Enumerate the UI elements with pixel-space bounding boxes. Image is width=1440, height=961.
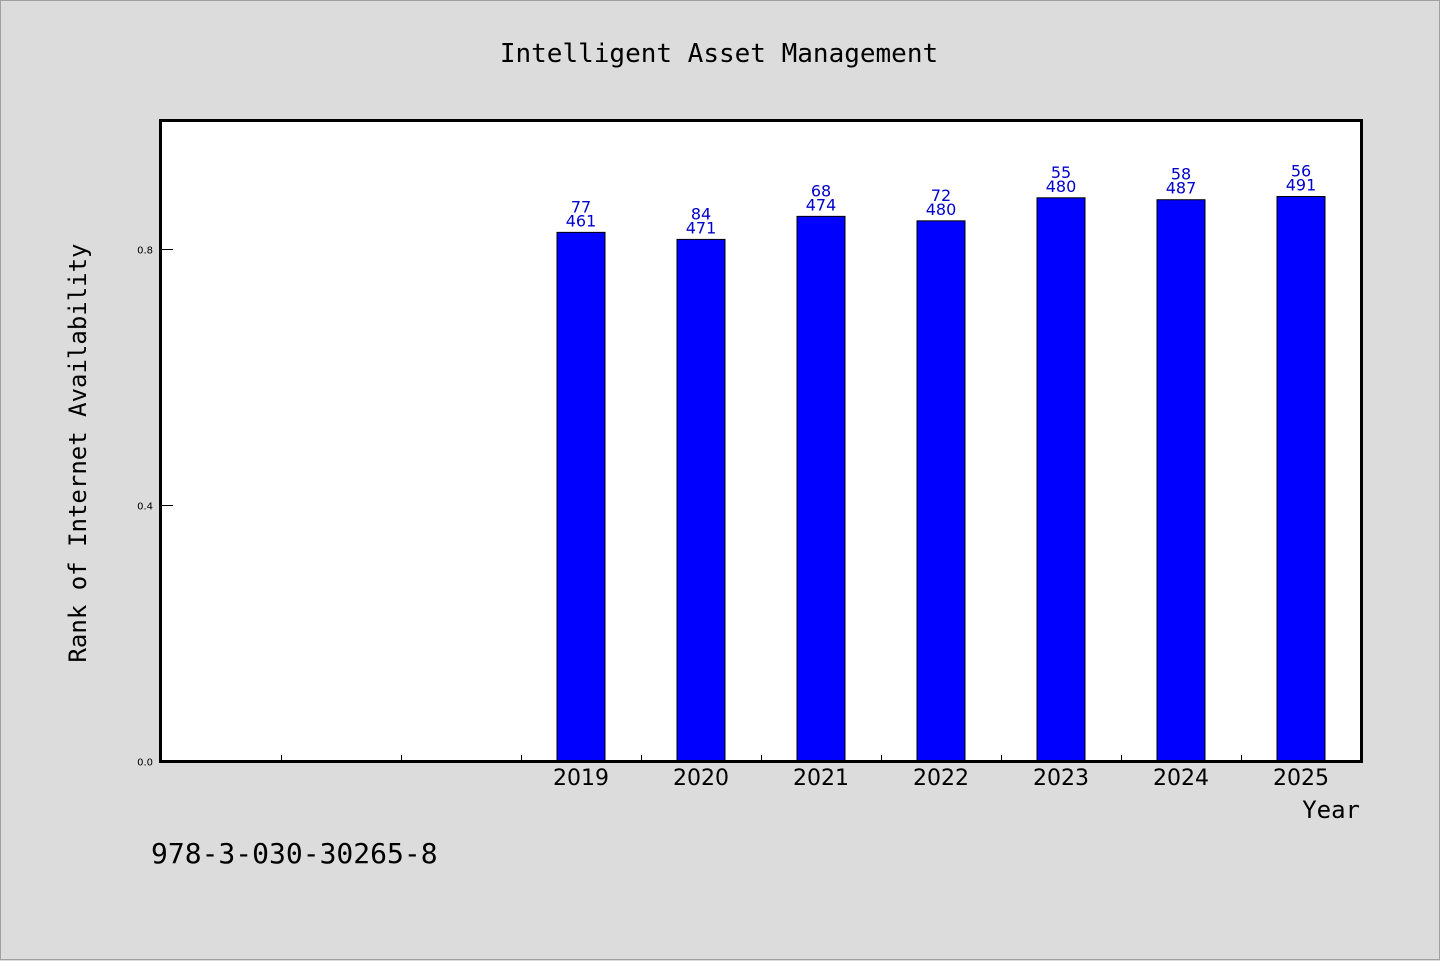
- data-label-value: 471: [686, 218, 717, 237]
- bar: [1156, 199, 1206, 762]
- bar-series: [556, 196, 1326, 762]
- data-label-rank: 77: [571, 197, 591, 216]
- x-tick-label: 2022: [913, 766, 969, 791]
- bar: [1036, 197, 1086, 762]
- bar: [796, 215, 846, 762]
- x-axis-label: Year: [1302, 796, 1360, 824]
- x-tick-label: 2021: [793, 766, 849, 791]
- data-label-rank: 55: [1051, 163, 1071, 182]
- y-axis-label: Rank of Internet Availability: [64, 243, 92, 662]
- plot-border: [159, 119, 1363, 763]
- bar: [1276, 196, 1326, 762]
- data-label-value: 491: [1286, 176, 1317, 195]
- bar: [916, 220, 966, 762]
- data-label-value: 461: [566, 211, 597, 230]
- x-tick-label: 2020: [673, 766, 729, 791]
- x-tick-labels: 2019 2020 2021 2022 2023 2024 2025: [553, 766, 1329, 791]
- y-tick-label: 0.0: [137, 758, 153, 769]
- data-label-value: 474: [806, 195, 837, 214]
- data-label-rank: 56: [1291, 162, 1311, 181]
- data-label-value: 480: [926, 200, 957, 219]
- data-label-rank: 68: [811, 181, 831, 200]
- y-tick-label: 0.4: [137, 502, 153, 513]
- y-tick-labels: 0.0 0.4 0.8: [137, 246, 153, 769]
- y-tick-label: 0.8: [137, 246, 153, 257]
- footer-id: 978-3-030-30265-8: [151, 837, 438, 870]
- x-tick-label: 2024: [1153, 766, 1209, 791]
- data-label-rank: 84: [691, 204, 711, 223]
- data-label-rank: 72: [931, 186, 951, 205]
- data-label-value: 480: [1046, 177, 1077, 196]
- data-label-value: 487: [1166, 179, 1197, 198]
- data-label-rank: 58: [1171, 165, 1191, 184]
- x-tick-label: 2025: [1273, 766, 1329, 791]
- x-tick-label: 2023: [1033, 766, 1089, 791]
- chart-title: Intelligent Asset Management: [500, 39, 938, 69]
- bar: [556, 231, 606, 762]
- x-tick-label: 2019: [553, 766, 609, 791]
- bar: [676, 238, 726, 762]
